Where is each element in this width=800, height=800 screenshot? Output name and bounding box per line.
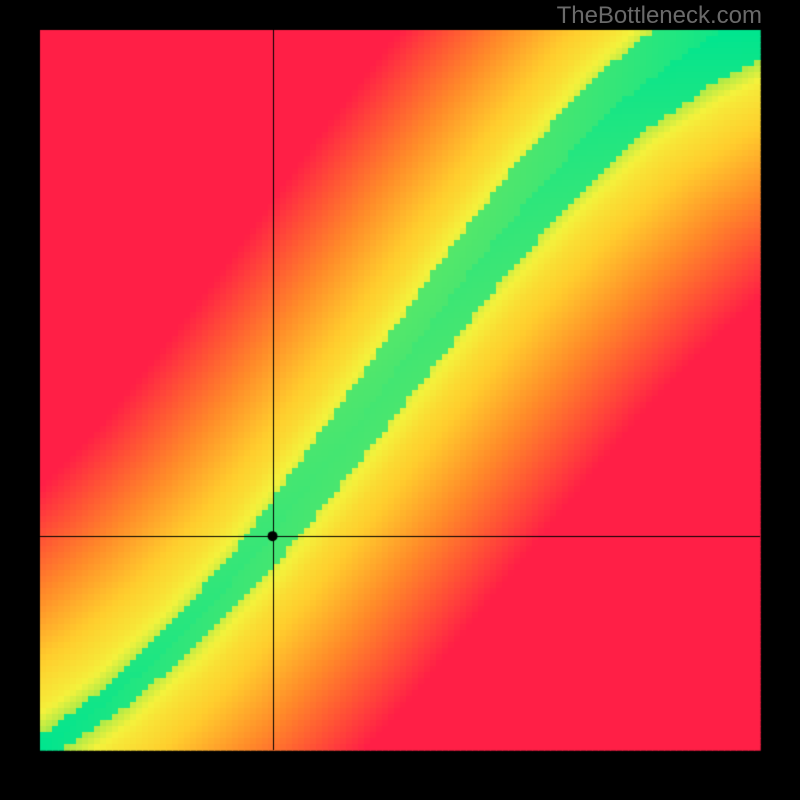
watermark-text: TheBottleneck.com [557, 2, 762, 30]
bottleneck-heatmap [0, 0, 800, 800]
